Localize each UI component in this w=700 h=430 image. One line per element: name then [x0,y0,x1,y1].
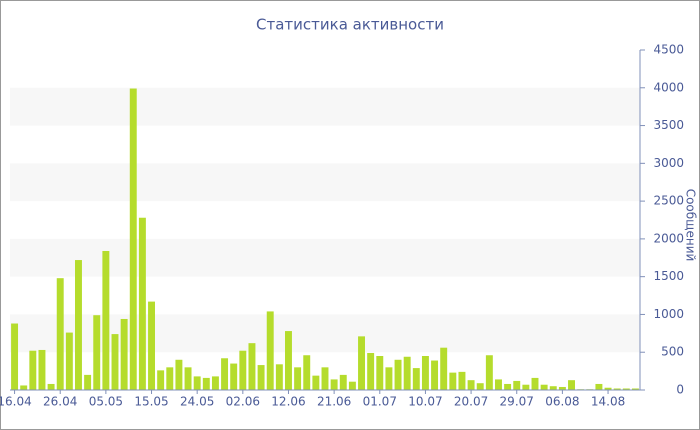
chart-title: Статистика активности [256,16,444,34]
bar [495,379,502,390]
bar [394,359,402,390]
bar [440,347,448,390]
grid-band [10,238,640,277]
x-tick-label: 20.07 [454,395,488,409]
x-tick-label: 05.05 [89,395,123,409]
bar [257,365,265,390]
x-tick-label: 01.07 [363,395,397,409]
bar [622,388,630,390]
bar [531,377,539,390]
bar [376,356,384,390]
bar [458,371,466,390]
bar [412,368,420,390]
bar [522,384,530,390]
y-tick-label: 4000 [653,80,684,94]
x-tick-label: 12.06 [271,395,305,409]
x-tick-label: 16.04 [0,395,32,409]
y-tick-label: 4500 [653,43,684,57]
y-tick-label: 3000 [653,156,684,170]
x-tick-label: 29.07 [500,395,534,409]
x-tick-label: 02.06 [226,395,260,409]
x-tick-label: 24.05 [180,395,214,409]
x-tick-label: 15.05 [134,395,168,409]
x-tick-label: 26.04 [43,395,77,409]
bar [476,383,484,390]
bar [175,359,183,390]
bar [202,377,210,390]
bar [504,383,512,390]
grid-band [10,87,640,126]
y-tick-label: 3500 [653,118,684,132]
grid-band [10,163,640,202]
bar [449,372,457,390]
bar [385,367,393,390]
x-tick-label: 06.08 [545,395,579,409]
bar [221,358,229,390]
bar [84,374,92,390]
bar [29,350,37,390]
bar [631,388,639,390]
x-tick-label: 14.08 [591,395,625,409]
bar [102,250,110,390]
bar [56,278,64,390]
bar [11,323,19,390]
y-axis-label: Сообщений [684,189,698,262]
bar [431,360,439,390]
bar [339,374,347,390]
bar [348,381,356,390]
bar [75,260,82,390]
y-tick-label: 0 [676,383,684,397]
bar [421,356,429,390]
bar [239,350,247,390]
bar [285,331,292,390]
bar [540,384,548,390]
bar [549,386,557,390]
bar [157,370,165,390]
bar [266,311,274,390]
bar [613,388,621,390]
bar [138,217,146,390]
y-tick-label: 1000 [653,307,684,321]
bar [312,375,320,390]
bar [321,367,329,390]
bar [367,352,375,390]
bar [303,355,311,390]
y-tick-label: 500 [661,345,684,359]
bar [230,363,238,390]
bar [211,376,219,390]
bar [184,367,192,390]
bar [38,349,46,390]
bar [330,379,338,390]
bar [595,383,603,390]
x-tick-label: 10.07 [408,395,442,409]
bar [248,343,256,390]
bar [148,301,155,390]
bar [47,383,55,390]
bar [403,356,411,390]
bar [93,315,101,390]
bar [129,88,137,391]
bar [294,367,302,390]
y-tick-label: 2500 [653,194,684,208]
bar [111,334,119,390]
bar [485,355,493,390]
bar [568,380,575,390]
bar [358,336,365,390]
bar [513,380,521,390]
bar [20,385,28,390]
bar [604,387,612,390]
y-tick-label: 2000 [653,231,684,245]
bar [120,318,128,390]
bar [275,364,283,390]
bar [467,380,475,390]
bar [65,332,73,390]
y-tick-label: 1500 [653,269,684,283]
x-tick-label: 21.06 [317,395,351,409]
bar [193,376,201,390]
bar [558,386,566,390]
bar [166,367,174,390]
